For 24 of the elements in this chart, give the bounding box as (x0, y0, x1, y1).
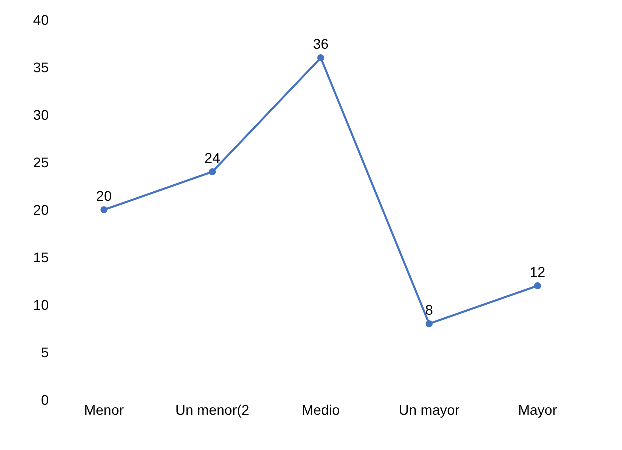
y-tick-label: 25 (33, 154, 50, 170)
x-tick-label: Medio (302, 402, 340, 418)
y-tick-label: 5 (41, 344, 50, 360)
data-label: 8 (426, 302, 434, 318)
x-tick-label: Un mayor (399, 402, 460, 418)
point (318, 54, 324, 62)
data-label: 20 (96, 188, 112, 204)
point (209, 168, 216, 176)
y-tick-label: 40 (33, 12, 50, 28)
point (534, 282, 542, 290)
point (100, 206, 108, 214)
data-label: 24 (204, 150, 221, 166)
y-tick-label: 0 (41, 392, 50, 408)
data-label: 12 (530, 264, 546, 280)
x-tick-label: Menor (84, 402, 124, 418)
y-tick-label: 30 (33, 106, 50, 123)
y-tick-label: 20 (33, 202, 50, 218)
y-tick-label: 15 (33, 249, 50, 266)
x-tick-label: Un menor(2 (176, 402, 250, 418)
y-tick-label: 35 (33, 59, 50, 76)
data-label: 36 (313, 36, 329, 52)
x-tick-label: Mayor (518, 402, 558, 418)
y-tick-label: 10 (33, 296, 50, 313)
point (426, 320, 433, 328)
